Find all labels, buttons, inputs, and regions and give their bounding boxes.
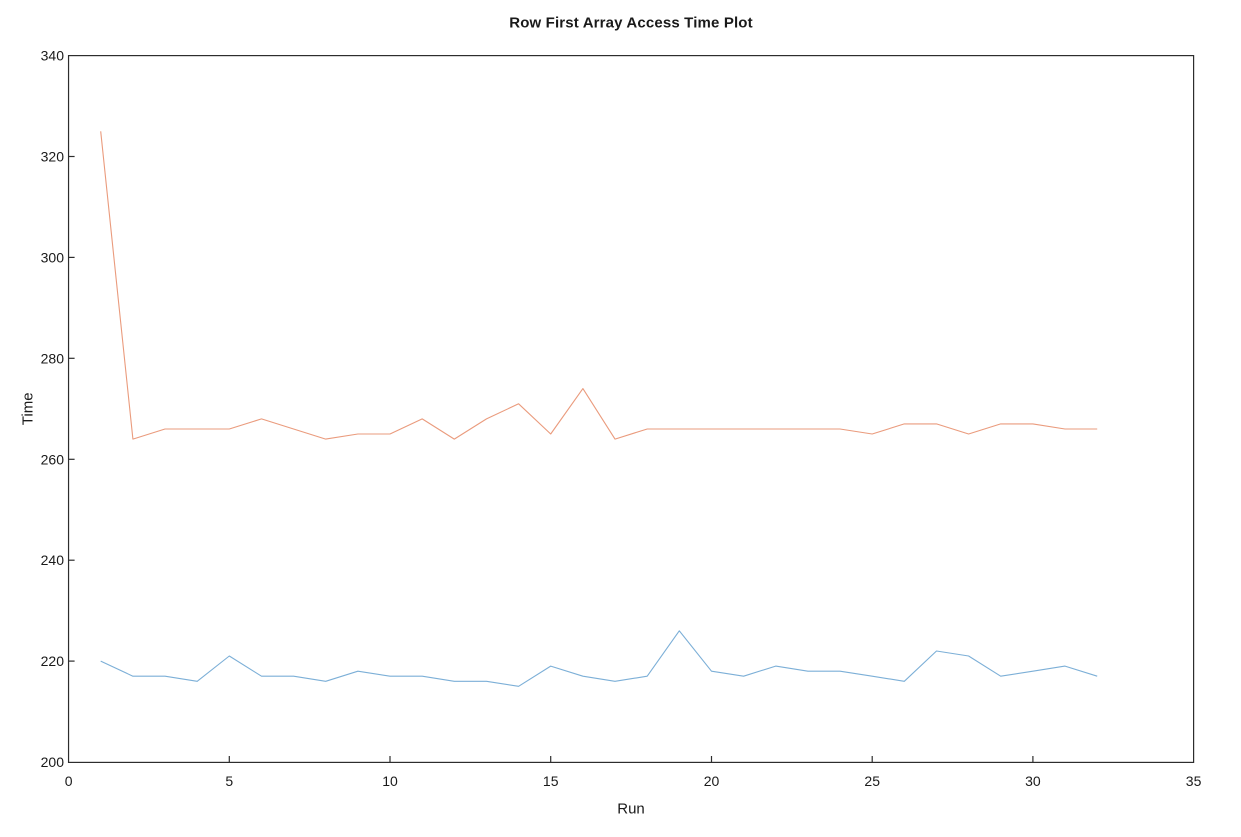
svg-text:240: 240 [41,552,65,568]
svg-text:15: 15 [543,773,559,789]
svg-text:20: 20 [704,773,720,789]
svg-text:35: 35 [1186,773,1202,789]
svg-text:Time: Time [20,392,37,425]
svg-text:5: 5 [225,773,233,789]
svg-text:Row First Array Access Time Pl: Row First Array Access Time Plot [509,15,753,32]
svg-text:Run: Run [617,801,645,818]
svg-text:10: 10 [382,773,398,789]
svg-text:340: 340 [41,48,65,64]
svg-text:25: 25 [864,773,880,789]
svg-text:280: 280 [41,350,65,366]
svg-text:320: 320 [41,149,65,165]
svg-text:260: 260 [41,451,65,467]
svg-text:200: 200 [41,754,65,770]
svg-text:0: 0 [65,773,73,789]
svg-text:220: 220 [41,653,65,669]
svg-text:300: 300 [41,249,65,265]
svg-text:30: 30 [1025,773,1041,789]
